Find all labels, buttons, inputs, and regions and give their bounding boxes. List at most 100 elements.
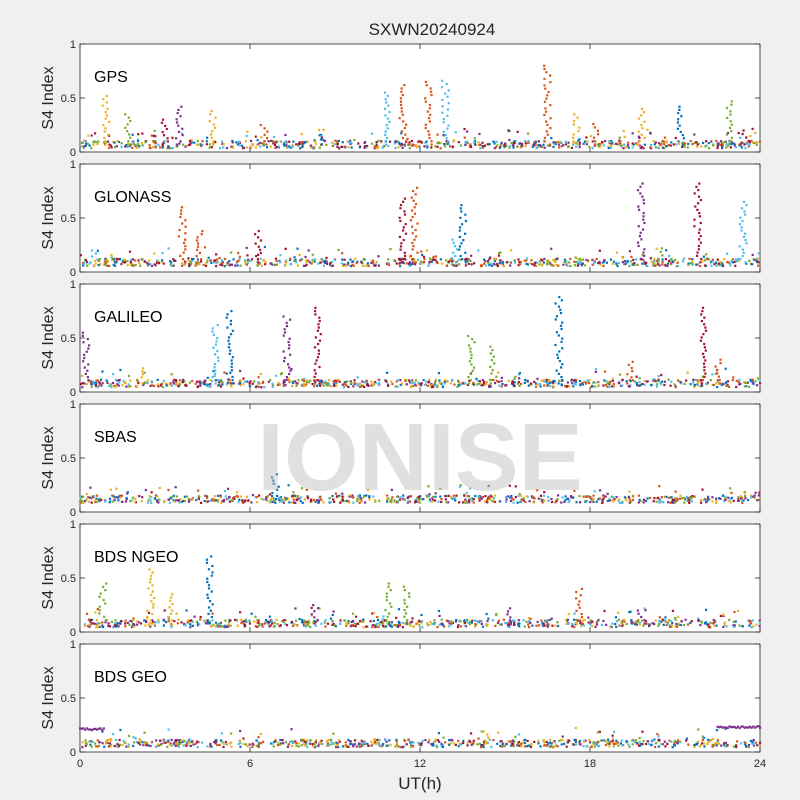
data-point <box>591 498 595 501</box>
data-point <box>697 382 700 385</box>
data-point <box>81 382 84 385</box>
data-point <box>527 744 530 747</box>
data-point <box>722 614 725 618</box>
data-point <box>355 261 358 264</box>
data-point <box>261 381 264 385</box>
data-point <box>334 139 337 142</box>
data-point <box>313 742 316 745</box>
data-point <box>541 501 544 504</box>
data-point <box>319 381 322 384</box>
data-point <box>679 497 682 500</box>
data-point <box>126 260 129 263</box>
data-point <box>696 251 699 254</box>
data-point <box>227 346 231 349</box>
data-point <box>334 745 338 749</box>
data-point <box>371 612 374 615</box>
data-point <box>379 744 382 748</box>
data-point <box>207 584 211 587</box>
data-point <box>532 495 535 499</box>
data-point <box>197 263 201 266</box>
data-point <box>695 742 698 746</box>
data-point <box>504 621 507 625</box>
data-point <box>388 620 391 623</box>
data-point <box>554 343 557 347</box>
data-point <box>105 379 108 382</box>
data-point <box>543 84 546 87</box>
data-point <box>741 141 744 144</box>
data-point <box>386 127 389 130</box>
data-point <box>287 347 291 350</box>
data-point <box>196 622 200 625</box>
data-point <box>266 620 269 623</box>
data-point <box>500 376 503 379</box>
data-point <box>573 379 576 382</box>
data-point <box>578 145 581 149</box>
data-point <box>217 356 220 359</box>
data-point <box>190 259 194 262</box>
data-point <box>321 383 324 386</box>
data-point <box>652 622 655 626</box>
data-point <box>481 141 484 144</box>
data-point <box>196 242 200 245</box>
data-point <box>190 138 193 142</box>
data-point <box>721 141 725 144</box>
data-point <box>127 374 131 378</box>
data-point <box>403 598 406 602</box>
data-point <box>161 118 165 121</box>
data-point <box>279 372 283 376</box>
data-point <box>686 371 689 374</box>
data-point <box>139 264 142 267</box>
data-point <box>342 386 346 389</box>
data-point <box>377 255 380 258</box>
data-point <box>113 259 116 262</box>
data-point <box>551 624 554 627</box>
data-point <box>284 133 287 136</box>
data-point <box>195 380 199 383</box>
data-point <box>742 251 745 254</box>
data-point <box>100 498 103 501</box>
data-point <box>214 140 217 143</box>
data-point <box>256 625 259 628</box>
data-point <box>267 140 270 143</box>
data-point <box>395 262 398 265</box>
data-point <box>691 263 694 266</box>
data-point <box>456 248 459 251</box>
data-point <box>477 141 480 144</box>
data-point <box>738 378 741 381</box>
data-point <box>136 139 140 143</box>
data-point <box>544 87 547 90</box>
data-point <box>469 379 472 382</box>
data-point <box>627 363 630 367</box>
data-point <box>519 382 523 385</box>
data-point <box>108 497 112 500</box>
data-point <box>90 383 93 386</box>
data-point <box>157 262 161 265</box>
data-point <box>449 496 453 499</box>
data-point <box>683 145 686 148</box>
data-point <box>294 740 297 743</box>
data-point <box>408 264 411 268</box>
data-point <box>337 739 340 742</box>
y-axis-label: S4 Index <box>40 426 57 489</box>
data-point <box>217 384 220 387</box>
data-point <box>446 380 449 383</box>
data-point <box>405 379 408 382</box>
data-point <box>460 210 463 213</box>
data-point <box>518 142 522 145</box>
data-point <box>540 500 544 503</box>
data-point <box>141 144 144 147</box>
data-point <box>440 86 444 89</box>
data-point <box>222 146 225 149</box>
data-point <box>595 743 599 746</box>
data-point <box>151 590 154 593</box>
data-point <box>744 146 747 150</box>
data-point <box>441 79 444 82</box>
data-point <box>311 260 314 263</box>
data-point <box>150 134 154 137</box>
data-point <box>105 739 108 742</box>
data-point <box>607 145 610 148</box>
data-point <box>526 739 529 743</box>
data-point <box>696 208 699 211</box>
data-point <box>743 490 746 494</box>
data-point <box>298 141 301 144</box>
